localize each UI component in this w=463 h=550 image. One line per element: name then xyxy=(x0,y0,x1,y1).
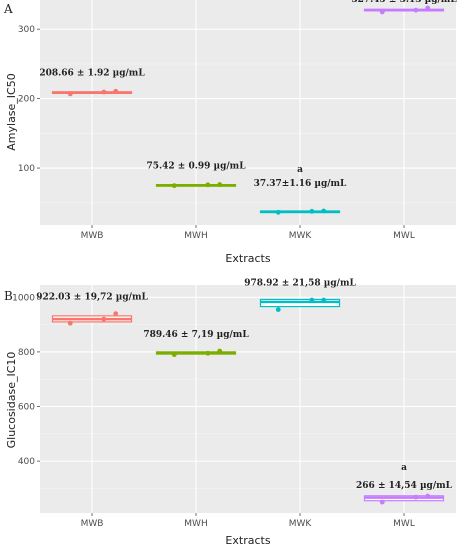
panel-a-point-mwh xyxy=(171,183,177,189)
panel-a-point-mwl xyxy=(425,5,431,11)
panel-a-point-mwh xyxy=(217,182,223,187)
panel-a-plot-background xyxy=(40,0,456,225)
panel-b-plot-background xyxy=(40,285,456,513)
panel-a-point-mwk xyxy=(309,208,315,214)
panel-a-significance-letter: a xyxy=(297,165,303,175)
panel-b-x-tick-label: MWB xyxy=(81,519,104,529)
panel-b: B 922.03 ± 19,72 µg/mL 789.46 ± 7,19 µg/m… xyxy=(4,278,456,547)
panel-a-marks: 208.66 ± 1.92 µg/mL 75.42 ± 0.99 µg/mL 37.… xyxy=(39,0,457,215)
panel-a-annotation-mwh: 75.42 ± 0.99 µg/mL xyxy=(146,162,246,172)
panel-b-annotation-mwb: 922.03 ± 19,72 µg/mL xyxy=(36,293,148,303)
panel-b-point-mwh xyxy=(217,348,223,354)
panel-a-point-mwk xyxy=(321,208,327,214)
panel-a-annotation-mwl: 327.45 ± 3.13 µg/mL xyxy=(351,0,457,5)
panel-a-x-tick-label: MWH xyxy=(184,231,207,241)
panel-a-annotation-mwk: 37.37±1.16 µg/mL xyxy=(254,179,347,189)
panel-b-y-tick-label: 400 xyxy=(18,457,35,467)
panel-a-y-tick-label: 200 xyxy=(18,95,35,105)
panel-b-y-axis-title: Glucosidase_IC10 xyxy=(5,352,18,449)
panel-b-point-mwk xyxy=(275,307,281,312)
panel-b-point-mwb xyxy=(113,311,119,317)
panel-a-y-tick-label: 100 xyxy=(18,164,35,174)
panel-a-y-tick-label: 300 xyxy=(18,25,35,35)
panel-a-annotation-mwb: 208.66 ± 1.92 µg/mL xyxy=(39,68,145,78)
panel-b-x-axis-title: Extracts xyxy=(225,534,270,547)
panel-a-point-mwk xyxy=(275,209,281,215)
panel-a-x-axis-title: Extracts xyxy=(225,252,270,265)
panel-b-point-mwl xyxy=(425,493,431,499)
panel-b-point-mwb xyxy=(67,320,73,326)
panel-b-y-tick-label: 1000 xyxy=(12,293,35,303)
panel-b-significance-letter: a xyxy=(401,463,407,473)
panel-b-y-tick-label: 600 xyxy=(18,403,35,413)
panel-a-x-ticks: MWB MWH MWK MWL xyxy=(81,225,415,241)
panel-b-y-tick-label: 800 xyxy=(18,348,35,358)
panel-a-x-tick-label: MWL xyxy=(393,231,415,241)
panel-b-point-mwh xyxy=(171,352,177,358)
panel-b-letter: B xyxy=(4,289,13,303)
panel-a: A 208.66 ± 1.92 µg/mL 75.42 ± 0.99 µg/mL 3… xyxy=(3,0,457,265)
panel-a-gridlines xyxy=(40,0,456,225)
panel-b-point-mwk xyxy=(309,297,315,303)
panel-b-x-ticks: MWB MWH MWK MWL xyxy=(81,513,415,529)
panel-a-point-mwb xyxy=(101,89,107,95)
panel-a-x-tick-label: MWB xyxy=(81,231,104,241)
panel-a-point-mwl xyxy=(379,9,385,15)
panel-b-x-tick-label: MWH xyxy=(184,519,207,529)
panel-a-point-mwl xyxy=(413,7,419,13)
panel-b-annotation-mwl: 266 ± 14,54 µg/mL xyxy=(356,481,453,491)
panel-b-gridlines xyxy=(40,285,456,513)
panel-b-point-mwh xyxy=(205,350,211,356)
panel-b-x-tick-label: MWK xyxy=(289,519,313,529)
panel-b-annotation-mwh: 789.46 ± 7,19 µg/mL xyxy=(143,330,249,340)
panel-a-point-mwh xyxy=(205,182,211,188)
panel-a-point-mwb xyxy=(67,91,73,97)
panel-b-marks: 922.03 ± 19,72 µg/mL 789.46 ± 7,19 µg/mL 9… xyxy=(36,278,453,505)
panel-a-y-ticks: 100 200 300 xyxy=(18,25,40,174)
panel-a-point-mwb xyxy=(113,88,119,94)
panel-b-point-mwl xyxy=(379,499,385,505)
panel-b-point-mwb xyxy=(101,316,107,322)
panel-a-x-tick-label: MWK xyxy=(289,231,313,241)
panel-b-annotation-mwk: 978.92 ± 21,58 µg/mL xyxy=(244,278,356,288)
panel-a-letter: A xyxy=(3,2,13,16)
panel-b-x-tick-label: MWL xyxy=(393,519,415,529)
panel-b-point-mwk xyxy=(321,297,327,303)
panel-b-y-ticks: 400 600 800 1000 xyxy=(12,293,40,467)
panel-b-point-mwl xyxy=(413,494,419,500)
panel-a-y-axis-title: Amylase_IC50 xyxy=(5,73,18,150)
